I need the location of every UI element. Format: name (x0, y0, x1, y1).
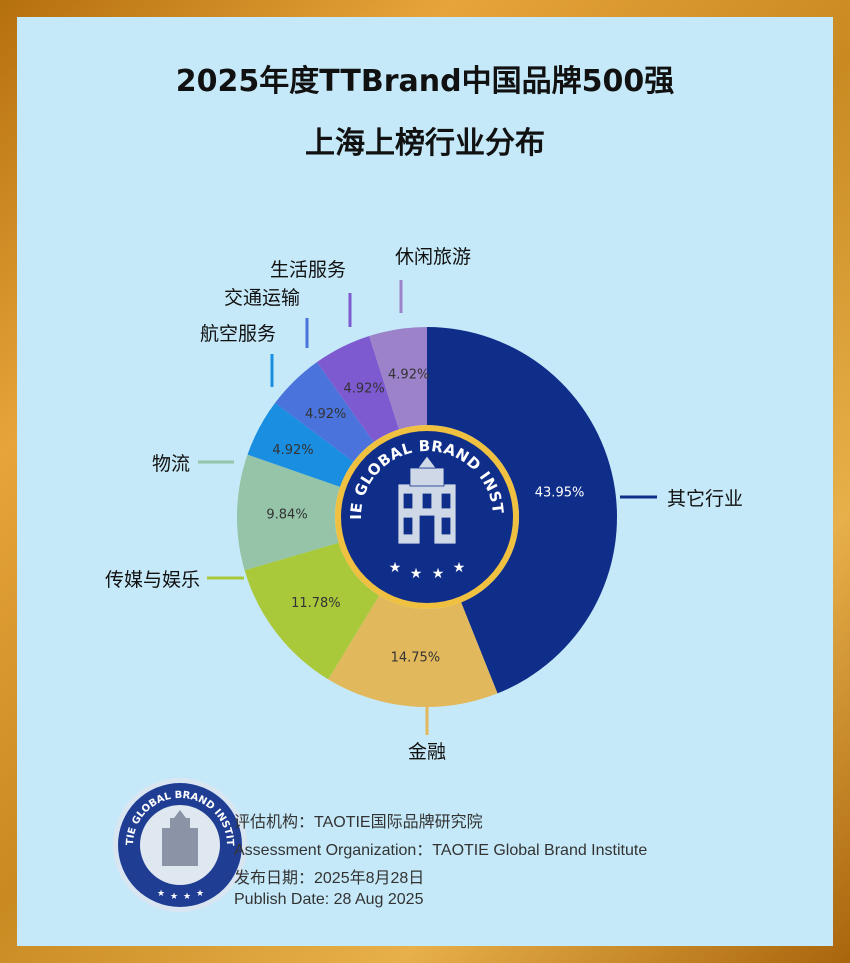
category-label-5: 航空服务 (200, 323, 276, 345)
category-label-7: 生活服务 (270, 259, 346, 281)
category-label-1: 其它行业 (667, 488, 743, 510)
value-label-2: 14.75% (391, 651, 441, 666)
chart-subtitle: 上海上榜行业分布 (305, 126, 545, 161)
category-label-4: 物流 (152, 453, 190, 475)
svg-text:★: ★ (196, 889, 204, 899)
chart-title: 2025年度TTBrand中国品牌500强 (175, 64, 675, 99)
assessment-org-en: Assessment Organization：TAOTIE Global Br… (234, 842, 648, 859)
category-label-8: 休闲旅游 (395, 246, 471, 268)
slice-3 (244, 542, 380, 680)
publish-date-en: Publish Date: 28 Aug 2025 (234, 891, 424, 908)
svg-text:★: ★ (389, 560, 402, 576)
category-label-3: 传媒与娱乐 (105, 569, 200, 591)
publish-date-cn: 发布日期：2025年8月28日 (234, 870, 425, 887)
value-label-1: 43.95% (535, 485, 585, 500)
category-label-6: 交通运输 (224, 287, 300, 309)
slice-1 (427, 327, 618, 694)
footer-logo-text: TAOTIE GLOBAL BRAND INSTITUTE (0, 0, 235, 846)
slice-7 (316, 336, 400, 443)
value-label-5: 4.92% (272, 443, 313, 458)
svg-text:★: ★ (170, 892, 178, 902)
footer-building-icon (162, 810, 198, 866)
slice-8 (369, 327, 427, 430)
star-icons: ★ ★ ★ ★ (389, 560, 466, 582)
category-label-2: 金融 (408, 741, 446, 763)
value-label-3: 11.78% (291, 596, 341, 611)
svg-text:★: ★ (157, 889, 165, 899)
slice-5 (247, 403, 354, 487)
value-labels: 43.95% 14.75% 11.78% 9.84% 4.92% 4.92% 4.92% 4.… (266, 368, 584, 666)
slice-group (237, 327, 618, 708)
value-label-7: 4.92% (343, 381, 384, 396)
value-label-8: 4.92% (388, 368, 429, 383)
leader-lines (198, 280, 657, 735)
slice-4 (237, 454, 341, 571)
slice-2 (328, 595, 498, 708)
building-icon (397, 455, 457, 545)
assessment-org-cn: 评估机构：TAOTIE国际品牌研究院 (234, 814, 483, 831)
value-label-4: 9.84% (266, 507, 307, 522)
slice-6 (274, 362, 374, 462)
svg-text:★: ★ (432, 566, 445, 582)
svg-text:★: ★ (410, 566, 423, 582)
footer-logo: TAOTIE GLOBAL BRAND INSTITUTE ★ ★ ★ ★ (0, 0, 247, 912)
footer-star-icons: ★ ★ ★ ★ (157, 889, 204, 902)
svg-text:★: ★ (183, 892, 191, 902)
value-label-6: 4.92% (305, 407, 346, 422)
svg-text:★: ★ (453, 560, 466, 576)
